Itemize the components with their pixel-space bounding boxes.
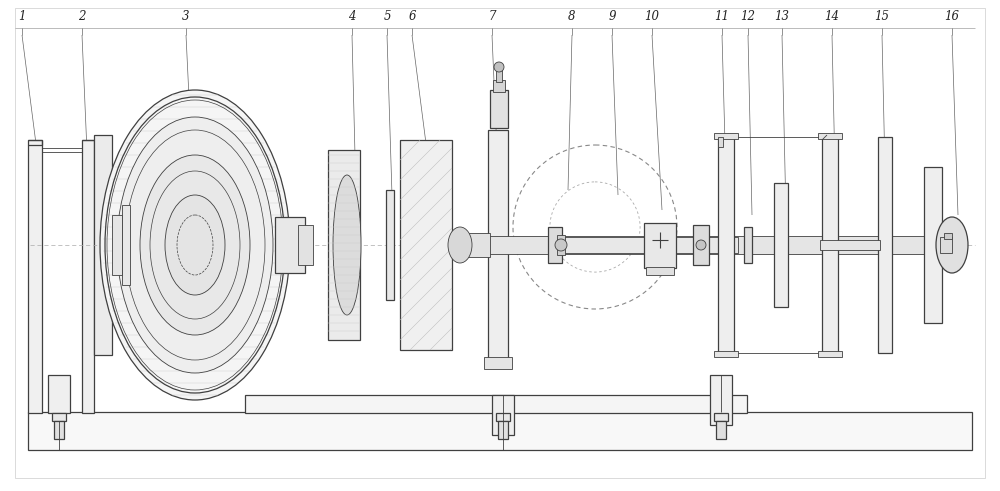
Bar <box>718 137 723 147</box>
Bar <box>774 183 788 307</box>
Bar <box>94 135 112 355</box>
Bar <box>818 351 842 357</box>
Bar <box>735 240 923 250</box>
Bar <box>818 133 842 139</box>
Text: 2: 2 <box>78 9 86 23</box>
Ellipse shape <box>448 227 472 263</box>
Bar <box>646 267 674 275</box>
Ellipse shape <box>117 117 273 373</box>
Bar <box>496 413 510 421</box>
Bar <box>48 375 70 413</box>
Bar <box>560 237 738 253</box>
Bar <box>710 375 732 425</box>
Bar <box>714 351 738 357</box>
Bar <box>878 137 892 353</box>
Bar <box>82 140 94 413</box>
Bar <box>693 225 709 265</box>
Bar <box>52 413 66 421</box>
Text: 14: 14 <box>824 9 840 23</box>
Bar <box>460 236 935 254</box>
Text: 6: 6 <box>408 9 416 23</box>
Bar <box>28 412 972 450</box>
Text: 7: 7 <box>488 9 496 23</box>
Text: 4: 4 <box>348 9 356 23</box>
Text: 5: 5 <box>383 9 391 23</box>
Ellipse shape <box>140 155 250 335</box>
Bar <box>493 80 505 92</box>
Bar <box>400 140 452 350</box>
Bar <box>298 225 313 265</box>
Text: 1: 1 <box>18 9 26 23</box>
Ellipse shape <box>100 90 290 400</box>
Ellipse shape <box>936 217 968 273</box>
Bar <box>488 130 508 360</box>
Bar <box>328 150 360 340</box>
Bar <box>112 215 122 275</box>
Bar <box>245 395 747 413</box>
Bar <box>122 205 130 285</box>
Bar <box>718 137 734 353</box>
Bar <box>386 190 394 300</box>
Bar <box>484 357 512 369</box>
Bar <box>820 240 880 250</box>
Bar <box>714 133 738 139</box>
Ellipse shape <box>333 175 361 315</box>
Bar <box>400 140 452 350</box>
Bar <box>557 235 565 255</box>
Ellipse shape <box>494 62 504 72</box>
Circle shape <box>555 239 567 251</box>
Bar <box>275 217 305 273</box>
Text: 15: 15 <box>874 9 890 23</box>
Text: 12: 12 <box>740 9 756 23</box>
Bar <box>644 223 676 268</box>
Text: 10: 10 <box>644 9 660 23</box>
Text: 9: 9 <box>608 9 616 23</box>
Circle shape <box>696 240 706 250</box>
Ellipse shape <box>165 195 225 295</box>
Bar <box>944 233 952 239</box>
Bar <box>492 395 514 435</box>
Bar <box>716 421 726 439</box>
Bar <box>505 240 823 250</box>
Bar <box>714 413 728 421</box>
Bar <box>736 241 922 249</box>
Text: 8: 8 <box>568 9 576 23</box>
Bar <box>28 140 42 413</box>
Bar <box>498 421 508 439</box>
Bar <box>496 70 502 82</box>
Bar <box>452 233 490 257</box>
Bar <box>744 227 752 263</box>
Bar <box>924 167 942 323</box>
Bar <box>54 421 64 439</box>
Bar <box>822 137 838 353</box>
Text: 13: 13 <box>774 9 790 23</box>
Text: 11: 11 <box>714 9 730 23</box>
Text: 16: 16 <box>944 9 960 23</box>
Bar <box>940 237 952 253</box>
Bar <box>548 227 562 263</box>
Bar <box>490 90 508 128</box>
Text: 3: 3 <box>182 9 190 23</box>
